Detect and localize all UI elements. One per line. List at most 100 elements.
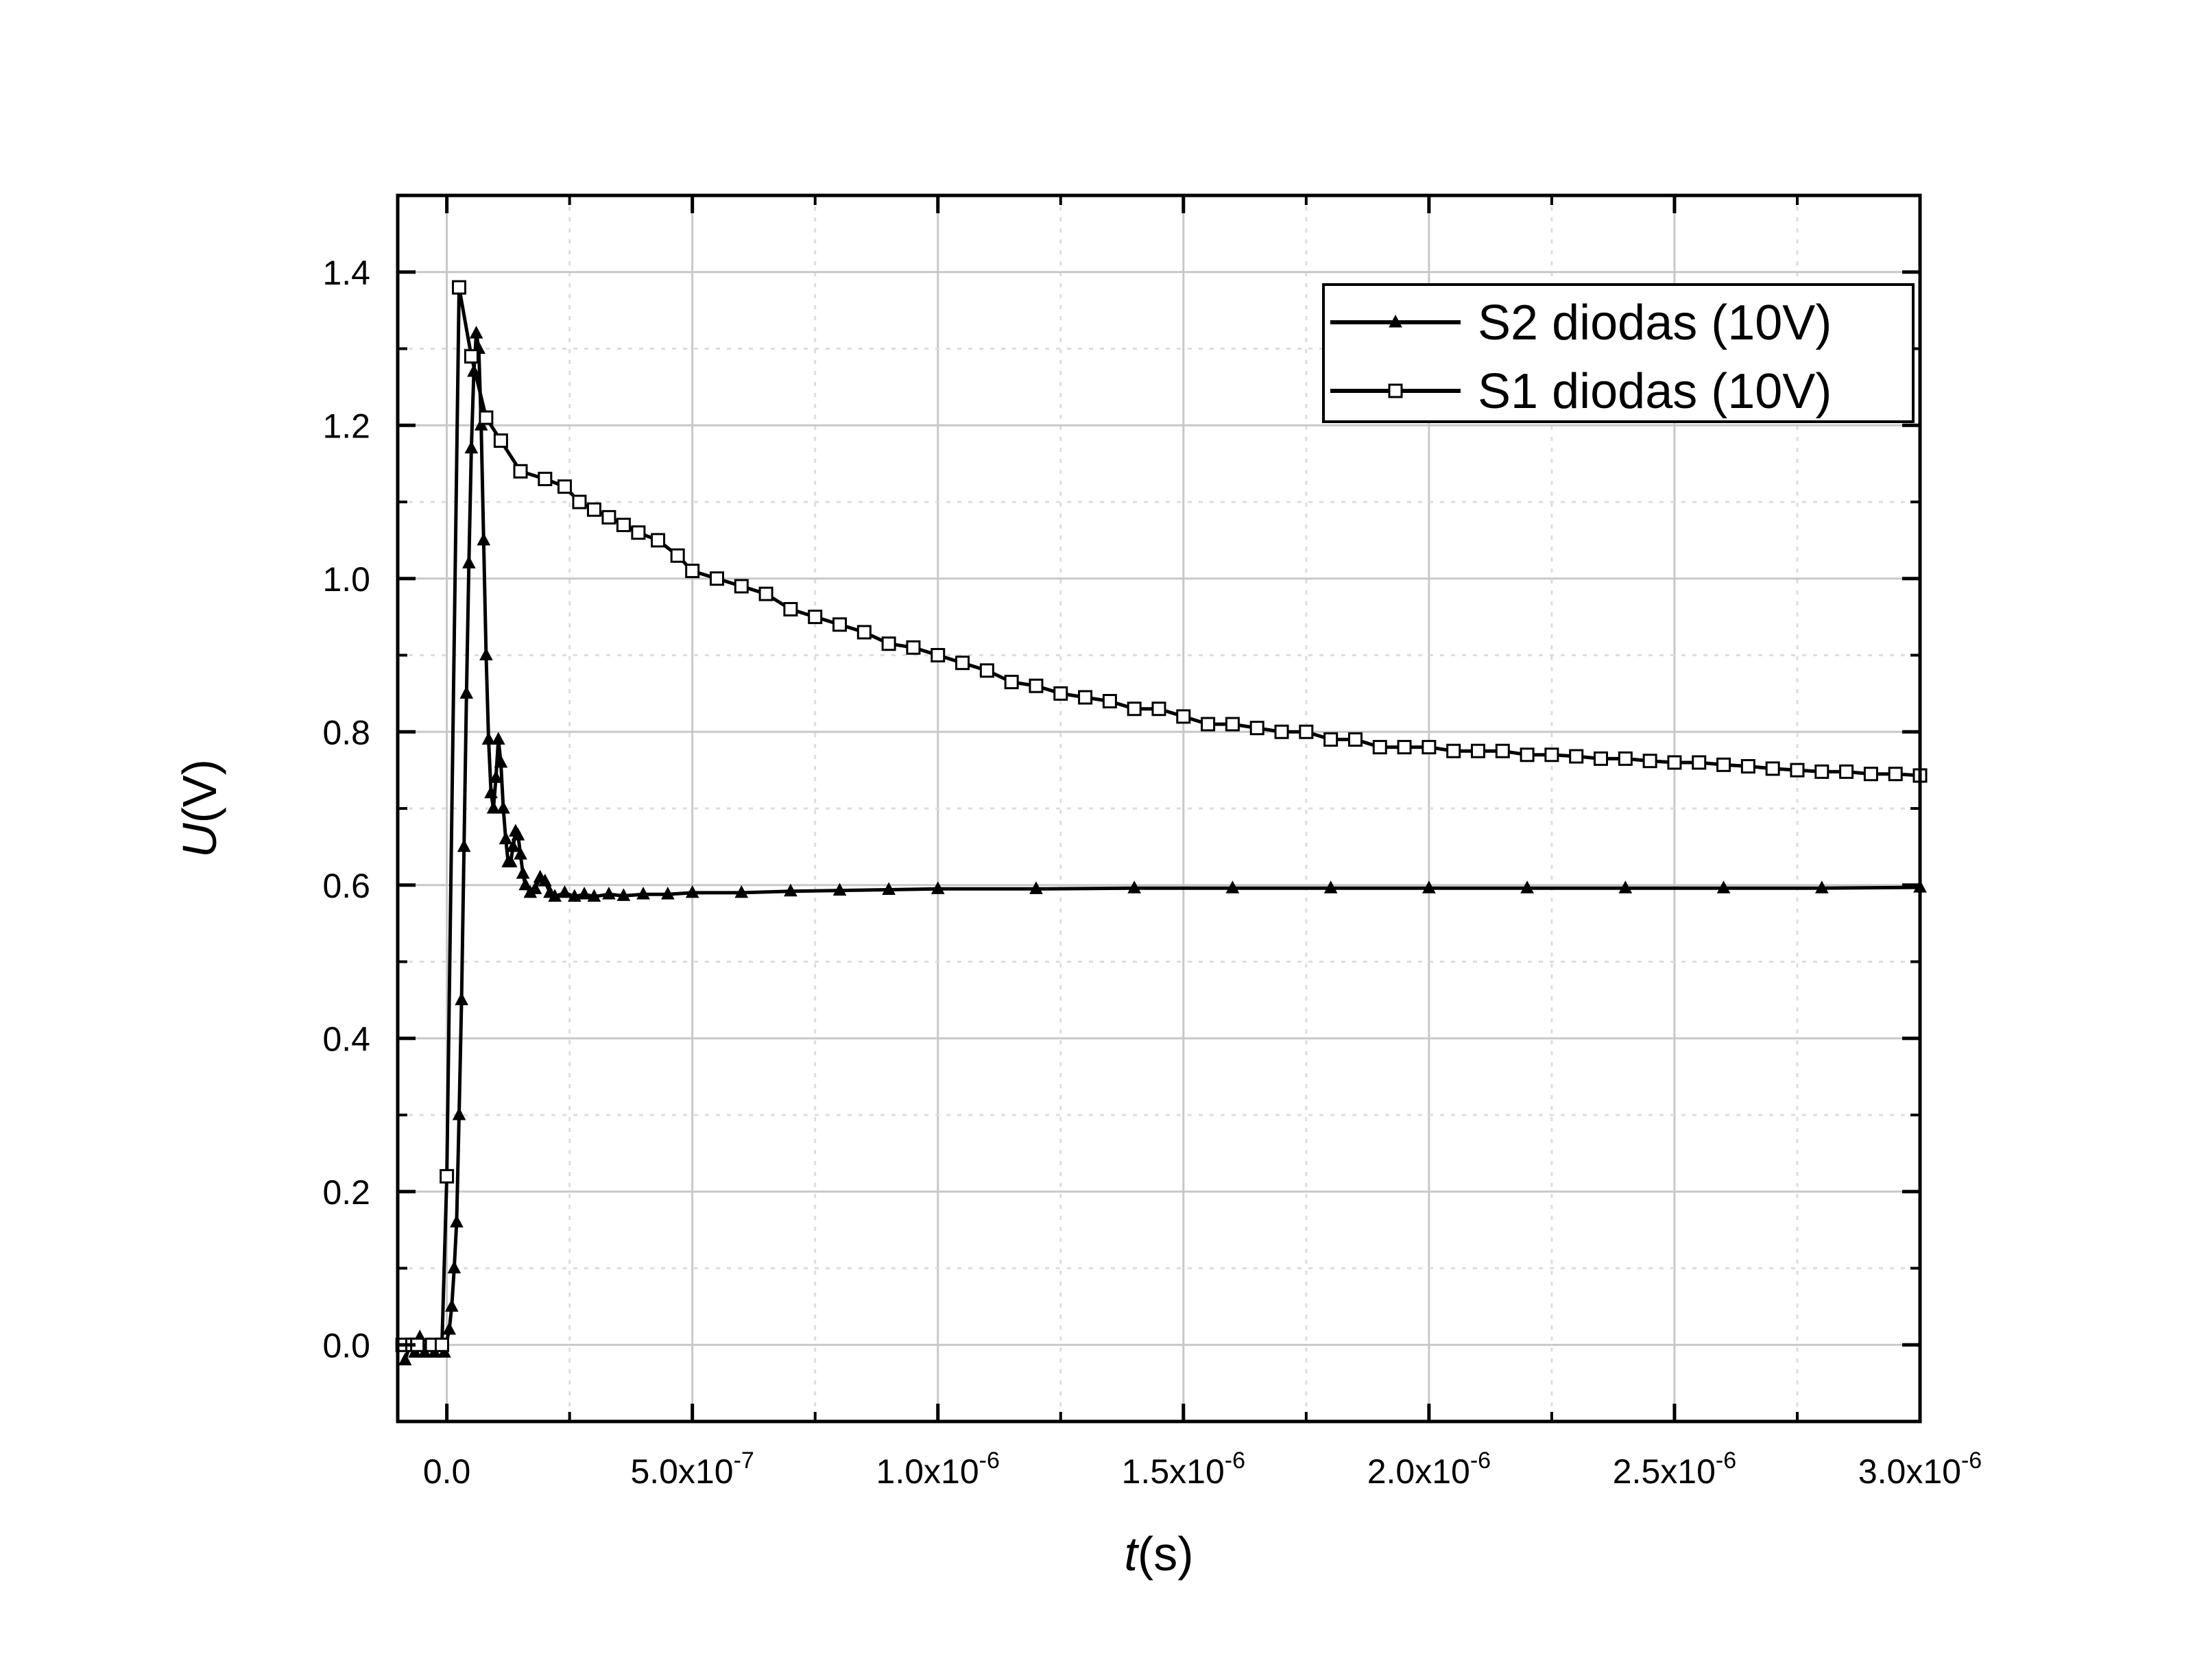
data-point [479,410,494,425]
data-point [557,885,572,898]
data-point [1814,880,1829,893]
data-point [906,640,921,655]
data-point [1029,881,1043,894]
x-tick-label-base: 2.5x10 [1613,1452,1716,1491]
data-point [601,509,616,525]
data-point [434,1337,449,1352]
data-point [587,889,601,902]
x-tick-label: 3.0x10-6 [1858,1448,1982,1491]
data-point [1716,757,1731,772]
y-tick-label: 0.6 [322,867,370,905]
data-point [491,732,505,745]
data-point [444,1299,459,1312]
x-tick-label-exponent: -6 [1470,1448,1491,1474]
data-point [1839,764,1854,779]
data-point [808,610,823,625]
data-point [459,686,474,699]
x-tick-label: 2.0x10-6 [1367,1448,1491,1491]
data-point [496,800,510,814]
data-point [511,828,525,841]
data-point [489,770,503,783]
data-point [1176,709,1191,724]
data-point [586,502,601,517]
data-point [1594,751,1609,766]
data-point [1520,880,1534,893]
data-point [1127,880,1142,893]
data-point [462,555,476,568]
data-point [479,647,493,660]
data-point [734,885,749,898]
legend: S2 diodas (10V) S1 diodas (10V) [1322,283,1915,423]
legend-marker [1388,383,1403,398]
data-point [1790,763,1805,778]
data-point [516,865,530,879]
data-point [881,636,896,651]
data-point [1053,686,1068,701]
ticks [398,194,1922,1423]
x-tick-label-exponent: -6 [1225,1448,1245,1474]
y-tick-label: 0.2 [322,1173,370,1212]
data-point [1397,740,1412,755]
data-point [452,1107,466,1120]
y-tick-label: 1.2 [322,407,370,445]
data-point [602,887,616,900]
data-point [440,1168,455,1184]
data-point [1323,880,1338,893]
data-point [1667,755,1682,770]
data-point [1225,717,1240,732]
y-tick-label: 1.0 [322,560,370,599]
data-point [484,785,498,799]
y-axis-title: U(V) [173,759,226,858]
data-point [481,732,496,745]
data-point [486,800,501,814]
data-point [1716,880,1731,893]
data-point [499,831,513,845]
data-point [1520,747,1535,763]
data-point [447,1260,461,1273]
x-tick-label-base: 1.0x10 [876,1452,979,1491]
data-point [548,889,562,902]
x-tick-label-exponent: -7 [734,1448,754,1474]
x-tick-label-exponent: -6 [1961,1448,1982,1474]
data-point [783,601,798,616]
data-point [1544,747,1559,763]
data-point [685,885,699,898]
data-point [1888,767,1903,782]
data-point [457,839,471,852]
data-point [1249,721,1264,736]
legend-label-s2: S2 diodas (10V) [1478,296,1832,350]
data-point [493,433,508,448]
y-tick-label: 1.4 [322,254,370,292]
data-point [1299,724,1314,739]
data-point [1347,732,1363,747]
tick-labels: 0.0 5.0x10-7 1.0x10-6 1.5x10-6 2.0x10-6 2.5x1… [322,254,1982,1491]
data-point [1642,754,1657,769]
x-tick-label-exponent: -6 [1716,1448,1736,1474]
data-point [1740,759,1755,774]
x-tick-label: 1.5x10-6 [1122,1448,1245,1491]
data-point [685,564,700,579]
data-point [503,854,518,867]
x-axis-title: t(s) [1124,1527,1193,1581]
data-point [455,992,468,1005]
data-point [651,533,666,548]
data-point [1225,880,1240,893]
data-point [538,471,553,486]
data-point [955,656,970,671]
x-tick-label-base: 0.0 [423,1452,471,1491]
x-axis-title-var: t [1124,1527,1139,1581]
data-point [452,280,467,295]
y-axis-title-var: U [173,823,226,858]
legend-label-s1: S1 diodas (10V) [1478,364,1832,419]
data-point [784,883,797,897]
data-point [1004,675,1019,690]
x-tick-label: 0.0 [423,1452,471,1491]
data-point [477,532,491,546]
data-point [1127,701,1142,717]
data-point [398,1352,412,1366]
legend-box [1322,283,1915,423]
data-point [1446,743,1461,758]
legend-marker [1389,314,1402,328]
